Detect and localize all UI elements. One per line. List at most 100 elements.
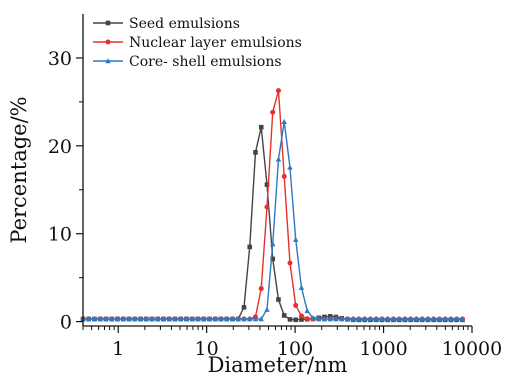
data-point <box>241 305 247 310</box>
data-point <box>396 316 402 322</box>
data-point <box>442 316 448 322</box>
axes: 1 10 100 1000 10000 0 10 20 30 Diameter/nm Percent… <box>7 14 502 377</box>
data-point <box>183 316 190 322</box>
legend-item: Core- shell emulsions <box>93 54 282 70</box>
data-point <box>298 313 304 319</box>
legend-item: Seed emulsions <box>93 16 240 32</box>
data-point <box>247 244 253 250</box>
data-point <box>293 317 299 323</box>
x-axis-label: Diameter/nm <box>208 353 348 377</box>
data-point <box>327 316 333 322</box>
data-point <box>252 316 259 322</box>
data-point <box>241 316 247 322</box>
data-point <box>276 297 281 302</box>
data-point <box>235 316 241 322</box>
data-point <box>270 109 276 115</box>
data-point <box>287 260 293 266</box>
data-point <box>105 58 111 64</box>
data-point <box>91 316 98 322</box>
data-point <box>333 316 339 322</box>
data-point <box>109 316 115 322</box>
legend-label: Core- shell emulsions <box>129 54 282 70</box>
data-point <box>172 316 178 322</box>
data-point <box>258 286 264 292</box>
data-point <box>258 124 264 130</box>
data-point <box>258 316 264 322</box>
data-point <box>275 156 282 162</box>
data-point <box>86 316 92 322</box>
x-tick-label: 100 <box>277 338 313 360</box>
data-point <box>114 316 121 322</box>
y-axis-label: Percentage/% <box>7 96 31 243</box>
data-point <box>218 316 224 322</box>
data-point <box>344 316 351 322</box>
x-tick-label: 10 <box>195 338 219 360</box>
data-point <box>264 306 270 312</box>
data-point <box>137 316 144 322</box>
y-tick-label: 10 <box>48 224 72 246</box>
data-point <box>160 316 167 322</box>
series-1 <box>80 124 465 323</box>
data-point <box>304 316 310 322</box>
data-point <box>103 316 109 322</box>
series-line <box>83 90 463 320</box>
series-line <box>83 127 463 321</box>
data-point <box>454 316 460 322</box>
data-point <box>287 317 293 322</box>
data-point <box>212 316 218 322</box>
data-point <box>132 316 138 322</box>
data-point <box>155 316 161 322</box>
data-point <box>281 173 287 179</box>
data-point <box>293 236 299 242</box>
x-tick-label: 10000 <box>442 338 502 360</box>
data-point <box>229 316 236 322</box>
data-point <box>356 316 362 322</box>
data-point <box>350 316 356 322</box>
data-point <box>373 316 379 322</box>
data-point <box>201 316 207 322</box>
data-point <box>436 316 443 322</box>
data-point <box>367 316 374 322</box>
plot-area <box>80 88 466 323</box>
data-point <box>126 316 132 322</box>
data-point <box>339 316 345 322</box>
data-point <box>224 316 230 322</box>
legend-label: Seed emulsions <box>129 16 240 32</box>
data-point <box>264 204 270 210</box>
data-point <box>149 316 155 322</box>
data-point <box>385 316 391 322</box>
y-tick-label: 30 <box>48 48 72 70</box>
data-point <box>247 316 253 322</box>
data-point <box>189 316 195 322</box>
series-3 <box>80 118 466 322</box>
data-point <box>390 316 397 322</box>
data-point <box>293 302 299 308</box>
data-point <box>281 118 287 124</box>
data-point <box>178 316 184 322</box>
y-tick-label: 20 <box>48 136 72 158</box>
data-point <box>298 284 305 290</box>
legend-label: Nuclear layer emulsions <box>129 35 302 51</box>
data-point <box>304 307 310 314</box>
data-point <box>316 316 322 322</box>
data-point <box>270 241 276 247</box>
legend-item: Nuclear layer emulsions <box>93 35 302 51</box>
data-point <box>275 88 281 94</box>
data-point <box>419 316 425 322</box>
data-point <box>287 164 293 170</box>
x-tick-label: 1 <box>112 338 124 360</box>
data-point <box>299 317 304 322</box>
data-point <box>413 316 420 322</box>
data-point <box>281 313 287 318</box>
data-point <box>459 316 466 322</box>
data-point <box>195 316 201 322</box>
data-point <box>310 315 316 321</box>
data-point <box>120 316 126 322</box>
series-line <box>83 121 463 320</box>
data-point <box>402 316 408 322</box>
data-point <box>206 316 213 322</box>
data-point <box>143 316 149 322</box>
data-point <box>448 316 454 322</box>
data-point <box>166 316 172 322</box>
